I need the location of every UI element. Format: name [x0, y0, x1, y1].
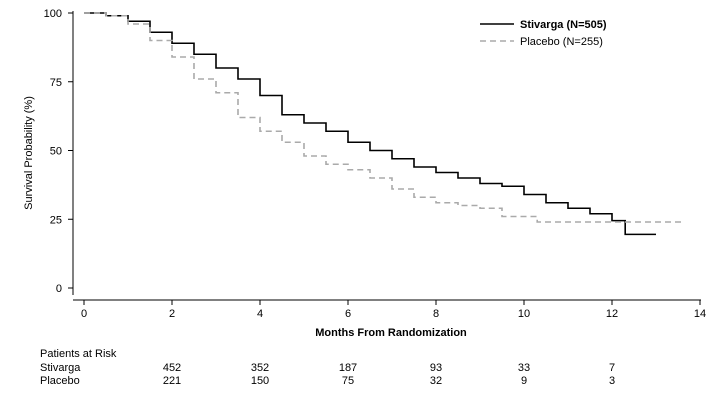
legend: Stivarga (N=505) Placebo (N=255) [480, 19, 607, 48]
risk-row-label: Placebo [40, 375, 80, 387]
risk-row-label: Stivarga [40, 362, 81, 374]
x-axis-label: Months From Randomization [315, 327, 467, 339]
y-tick-label: 75 [50, 77, 62, 89]
x-tick-label: 4 [257, 308, 263, 320]
km-survival-chart: 0 25 50 75 100 Survival Probability (%) 0 2 4 6… [23, 8, 706, 339]
risk-count: 7 [608, 362, 616, 374]
legend-entry-stivarga: Stivarga (N=505) [520, 19, 607, 31]
x-tick-label: 0 [81, 308, 87, 320]
legend-entry-placebo: Placebo (N=255) [520, 36, 603, 48]
x-tick-label: 2 [169, 308, 175, 320]
risk-count: 32 [429, 375, 443, 387]
risk-count: 187 [338, 362, 358, 374]
risk-count: 221 [162, 375, 182, 387]
risk-count: 9 [520, 375, 528, 387]
risk-table-title: Patients at Risk [40, 348, 117, 360]
y-tick-label: 100 [44, 8, 62, 20]
risk-count: 150 [250, 375, 270, 387]
series-line-placebo [84, 12, 683, 223]
y-tick-label: 25 [50, 214, 62, 226]
y-axis-label: Survival Probability (%) [23, 96, 35, 210]
y-tick-label: 0 [56, 283, 62, 295]
x-tick-label: 6 [345, 308, 351, 320]
series-layer [84, 12, 683, 236]
x-tick-label: 12 [606, 308, 618, 320]
risk-count: 452 [162, 362, 182, 374]
risk-row-placebo: Placebo 221 150 75 32 9 3 [40, 374, 727, 388]
risk-count: 352 [250, 362, 270, 374]
x-tick-label: 8 [433, 308, 439, 320]
y-tick-label: 50 [50, 146, 62, 158]
risk-row-stivarga: Stivarga 452 352 187 93 33 7 [40, 361, 727, 375]
x-tick-label: 10 [518, 308, 530, 320]
risk-count: 33 [517, 362, 531, 374]
risk-count: 75 [341, 375, 355, 387]
series-line-stivarga [84, 12, 656, 236]
x-tick-label: 14 [694, 308, 706, 320]
risk-count: 93 [429, 362, 443, 374]
risk-count: 3 [608, 375, 616, 387]
y-axis: 0 25 50 75 100 Survival Probability (%) [23, 8, 74, 295]
x-axis: 0 2 4 6 8 10 12 14 Months From Randomization [73, 299, 706, 339]
